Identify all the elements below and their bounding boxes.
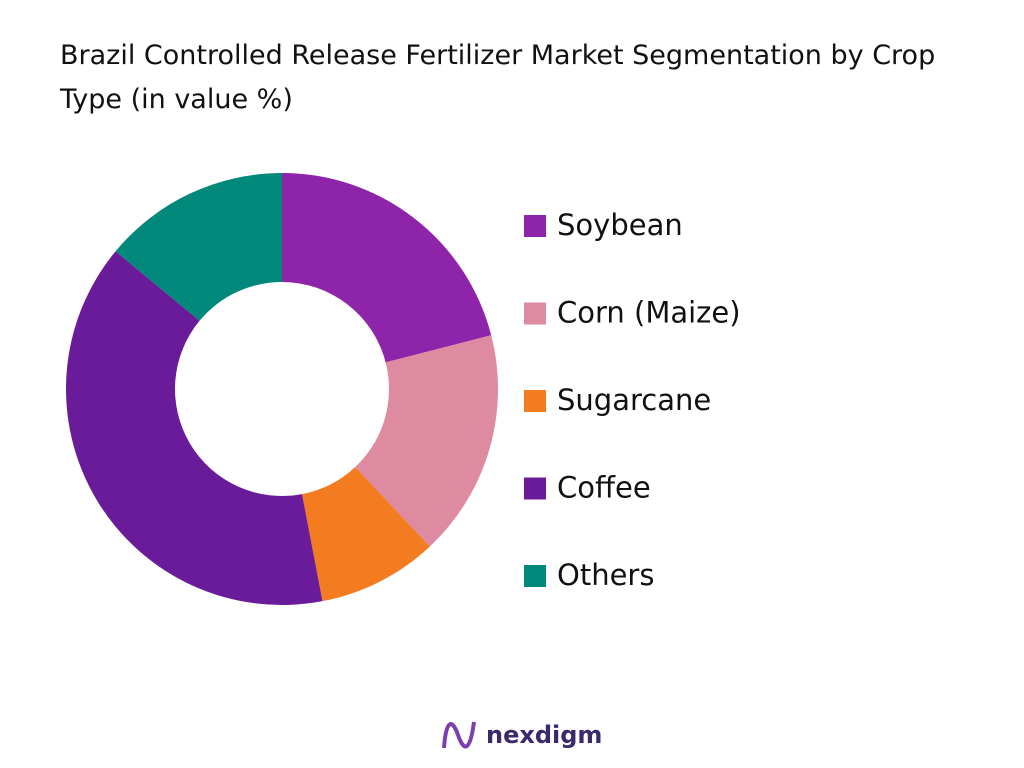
legend-label: Others: [557, 558, 654, 592]
donut-slice: [302, 466, 430, 602]
legend-label: Coffee: [557, 471, 651, 505]
legend-swatch: [524, 390, 546, 412]
donut-slice: [65, 251, 323, 606]
logo-text: nexdigm: [486, 721, 602, 749]
legend-swatch: [524, 565, 546, 587]
logo-icon: [442, 721, 476, 749]
chart-title: Brazil Controlled Release Fertilizer Mar…: [60, 40, 936, 115]
legend-label: Sugarcane: [557, 383, 711, 417]
legend-swatch: [524, 302, 546, 325]
legend-swatch: [524, 215, 546, 237]
legend-label: Corn (Maize): [557, 296, 741, 330]
legend-label: Soybean: [557, 208, 683, 242]
donut-slice: [355, 335, 498, 547]
donut-slice: [115, 173, 282, 321]
donut-slice: [282, 173, 492, 363]
legend-swatch: [524, 477, 546, 500]
